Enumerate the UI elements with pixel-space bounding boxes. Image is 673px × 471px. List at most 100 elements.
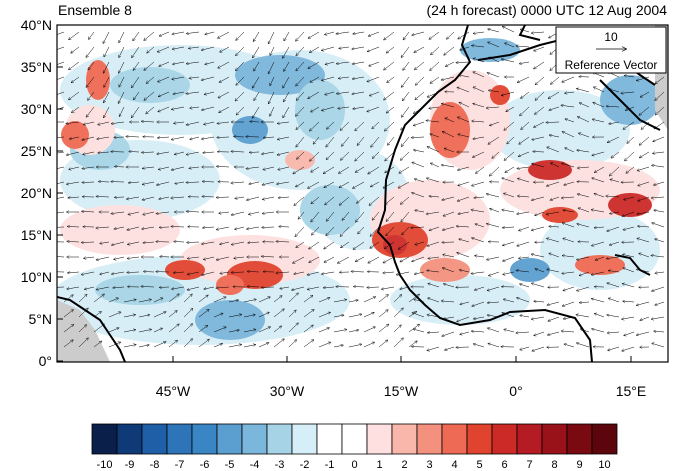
wind-vector (457, 253, 470, 258)
wind-vector (531, 254, 545, 258)
wind-vector (114, 256, 125, 259)
colorbar-label: 5 (476, 459, 482, 471)
wind-vector (355, 151, 365, 161)
wind-vector (228, 330, 239, 333)
wind-vector (288, 293, 298, 303)
wind-vector (219, 76, 230, 82)
wind-vector (426, 211, 440, 214)
wind-vector (219, 212, 230, 213)
colorbar-swatch (91, 423, 118, 455)
wind-vector (384, 91, 395, 100)
wind-vector (442, 104, 455, 108)
wind-vector (326, 226, 335, 236)
wind-vector (262, 227, 275, 228)
wind-vector (411, 227, 425, 228)
wind-vector (637, 166, 650, 171)
wind-vector (57, 196, 65, 199)
wind-vector (273, 326, 281, 333)
wind-vector (608, 298, 620, 303)
wind-vector (183, 309, 193, 318)
wind-vector (534, 61, 545, 69)
wind-vector (488, 29, 500, 33)
wind-vector (119, 46, 125, 57)
wind-vector (339, 181, 350, 188)
wind-vector (333, 300, 347, 303)
wind-vector (183, 339, 192, 348)
wind-vector (340, 226, 350, 236)
colorbar-swatch (441, 423, 468, 455)
wind-vector (564, 181, 575, 185)
wind-vector (372, 121, 380, 129)
wind-vector (217, 137, 230, 138)
wind-vector (168, 294, 179, 303)
wind-vector (89, 31, 95, 39)
wind-vector (216, 287, 230, 288)
wind-vector (303, 310, 314, 318)
wind-vector (578, 167, 590, 168)
wind-vector (651, 316, 665, 319)
wind-vector (183, 324, 192, 333)
wind-vector (443, 211, 455, 216)
wind-vector (486, 107, 500, 108)
wind-vector (592, 119, 605, 123)
wind-vector (442, 196, 455, 200)
colorbar-label: -5 (225, 459, 235, 471)
wind-vector (253, 31, 260, 41)
wind-vector (549, 253, 560, 258)
wind-vector (609, 241, 620, 245)
wind-vector (518, 151, 530, 156)
wind-vector (308, 31, 320, 38)
wind-vector (104, 46, 110, 57)
wind-vector (141, 286, 155, 287)
wind-vector (249, 211, 260, 214)
wind-vector (430, 76, 440, 83)
lon-label-0: 0° (509, 383, 522, 399)
wind-vector (637, 301, 650, 305)
wind-vector (352, 46, 365, 49)
wind-vector (123, 345, 136, 348)
wind-vector (348, 344, 362, 348)
wind-vector (427, 147, 440, 153)
wind-vector (502, 91, 515, 95)
wind-vector (308, 181, 320, 188)
wind-vector (445, 346, 455, 350)
wind-vector (627, 136, 635, 143)
wind-vector (134, 91, 140, 100)
wind-vector (431, 46, 440, 55)
wind-vector (243, 345, 256, 348)
wind-vector (458, 31, 470, 39)
wind-vector (311, 211, 320, 222)
wind-vector (456, 226, 470, 227)
wind-vector (386, 226, 395, 236)
wind-vector (457, 196, 470, 201)
wind-vector (159, 31, 170, 36)
wind-vector (202, 271, 215, 275)
wind-vector (562, 76, 575, 82)
wind-vector (141, 121, 155, 122)
wind-vector (371, 136, 380, 147)
wind-vector (168, 311, 177, 318)
wind-vector (353, 31, 365, 34)
wind-vector (128, 211, 140, 215)
wind-vector (231, 272, 245, 273)
wind-vector (441, 76, 455, 80)
wind-vector (104, 76, 110, 87)
wind-vector (311, 106, 320, 112)
wind-vector (104, 91, 110, 103)
wind-vector (547, 147, 560, 153)
wind-vector (171, 197, 185, 198)
wind-vector (138, 315, 150, 318)
wind-vector (234, 257, 245, 258)
wind-vector (378, 324, 389, 333)
wind-vector (218, 31, 230, 38)
wind-vector (123, 315, 135, 318)
wind-vector (324, 181, 335, 188)
wind-vector (157, 181, 170, 185)
wind-vector (655, 76, 665, 84)
wind-vector (637, 211, 650, 214)
wind-vector (96, 227, 110, 228)
reference-vector-value: 10 (604, 30, 618, 44)
wind-vector (248, 242, 260, 243)
wind-vector (133, 61, 140, 70)
wind-vector (175, 182, 185, 184)
